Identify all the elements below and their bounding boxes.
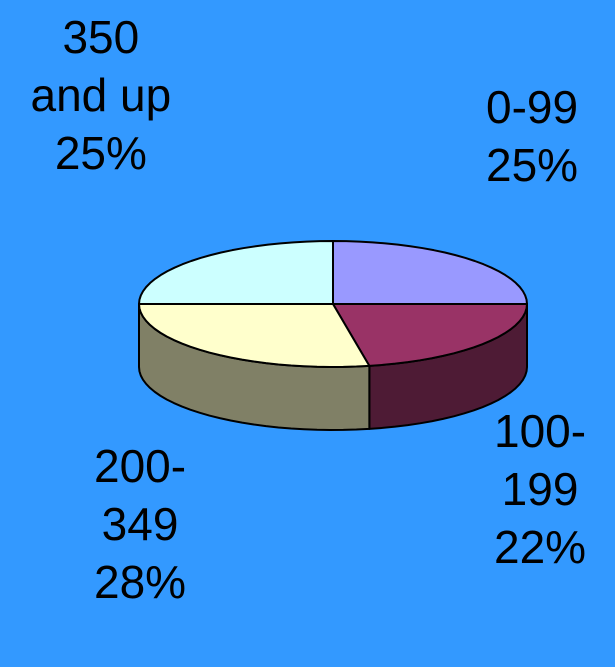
slice-label-line: 349	[101, 498, 179, 550]
pie-slice-200-349	[138, 303, 371, 368]
slice-label-line: 25%	[54, 127, 147, 179]
slice-label-0-99: 0-99 25%	[486, 78, 578, 194]
pie-slice-100-199	[332, 303, 528, 367]
slice-label-line: 0-99	[486, 81, 579, 133]
pie-slice-0-99	[332, 240, 528, 305]
slice-label-line: and up	[30, 69, 172, 121]
slice-label-line: 200-	[94, 440, 187, 492]
slice-label-line: 199	[501, 463, 579, 515]
pie-tops	[138, 240, 528, 368]
slice-label-line: 25%	[486, 139, 579, 191]
slice-label-line: 100-	[494, 405, 587, 457]
slice-label-line: 22%	[494, 521, 587, 573]
slice-label-line: 28%	[94, 556, 187, 608]
slice-label-200-349: 200- 349 28%	[94, 437, 186, 611]
slice-label-line: 350	[62, 11, 140, 63]
slice-label-350-and-up: 350 and up 25%	[31, 8, 172, 182]
slice-label-100-199: 100- 199 22%	[494, 402, 586, 576]
pie-slice-350-and-up	[138, 240, 334, 305]
